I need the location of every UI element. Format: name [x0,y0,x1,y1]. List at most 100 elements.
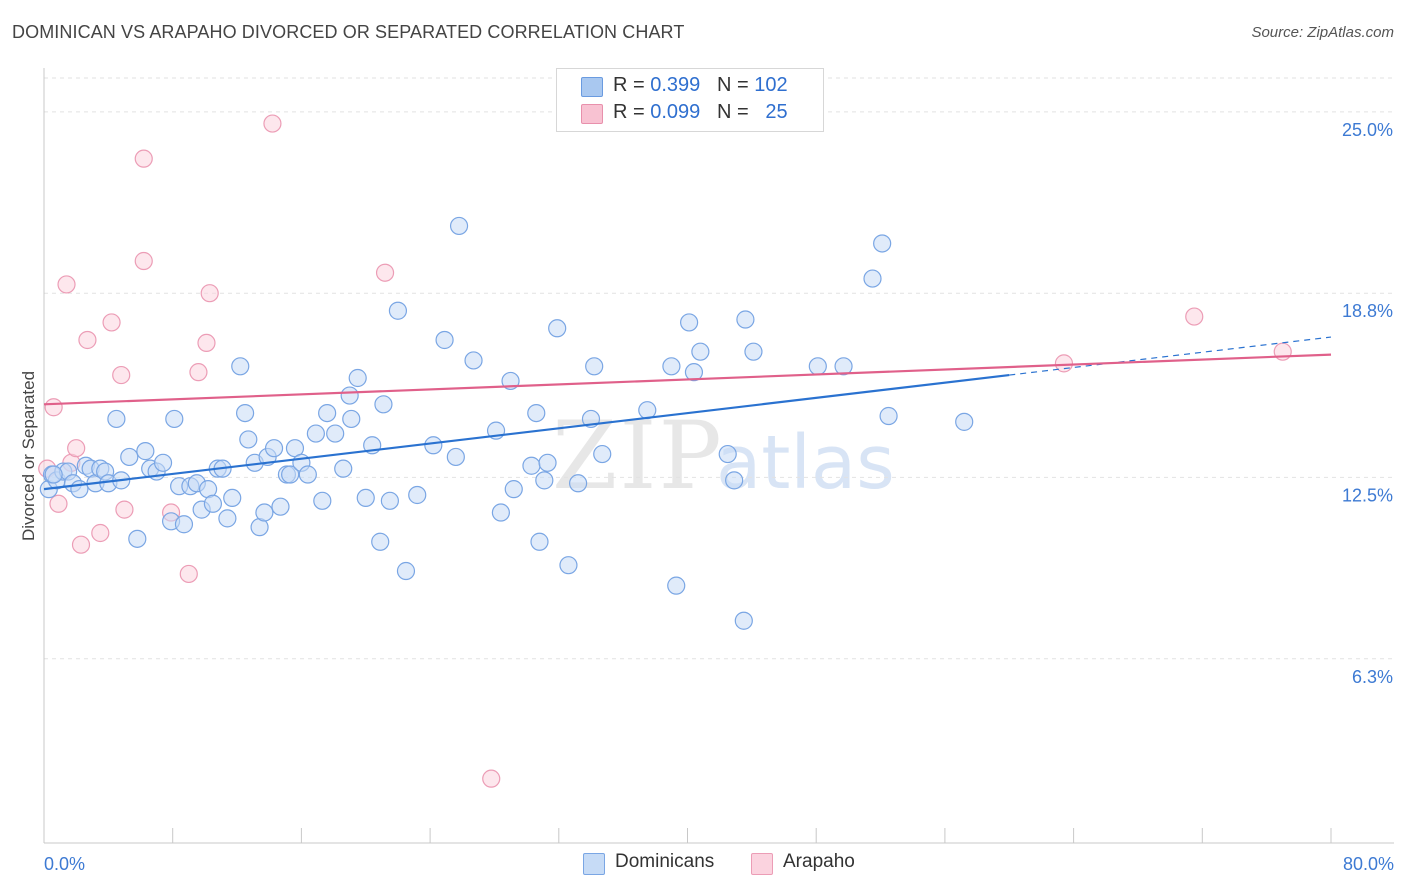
arapaho-point [197,333,216,353]
dominicans-point [424,436,443,455]
x-tick-label-left: 0.0% [44,854,85,874]
dominicans-point [535,471,554,490]
dominicans-trend-extension [1009,336,1332,376]
dominicans-point [667,576,686,595]
legend-r-value: 0.399 [650,74,701,96]
arapaho-point [375,263,395,282]
arapaho-point [71,535,91,554]
legend-swatch-dominicans [581,77,603,97]
watermark-atlas: atlas [716,420,895,506]
series-legend: Dominicans Arapaho [0,851,1406,877]
dominicans-point [340,386,359,405]
dominicans-point [680,313,699,332]
dominicans-point [662,357,681,376]
arapaho-point [200,284,219,303]
arapaho-point [115,500,134,519]
dominicans-point [559,556,578,575]
dominicans-trend-line [43,373,1010,491]
dominicans-point [396,561,416,581]
legend-n-label: N = [716,101,749,123]
arapaho-point [44,398,63,417]
y-tick-label: 18.8% [1342,301,1393,321]
dominicans-points [39,216,974,630]
arapaho-point [134,251,153,271]
dominicans-point [446,447,465,467]
dominicans-point [348,368,367,388]
dominicans-point [548,319,567,338]
y-tick-label: 12.5% [1342,485,1393,505]
arapaho-point [134,149,153,168]
dominicans-point [408,485,427,505]
dominicans-point [691,342,710,361]
legend-r-label: R = [613,74,645,96]
dominicans-point [863,269,882,288]
arapaho-point [112,365,131,385]
dominicans-point [235,403,255,423]
dominicans-point [834,357,853,376]
arapaho-point [189,363,208,382]
dominicans-point [255,503,274,522]
legend-n-label: N = [716,74,749,96]
y-tick-label: 6.3% [1352,667,1393,687]
dominicans-point [435,330,454,350]
dominicans-point [371,532,390,551]
legend-r-value: 0.099 [650,101,701,123]
series-swatch-arapaho [751,853,773,875]
dominicans-point [718,444,737,464]
dominicans-point [334,459,353,478]
arapaho-point [67,439,86,458]
series-swatch-dominicans [583,853,605,875]
x-tick-label-right: 80.0% [1343,854,1394,874]
arapaho-point [91,523,110,543]
dominicans-point [120,447,139,467]
dominicans-point [203,494,223,513]
dominicans-point [725,471,744,490]
dominicans-point [504,480,523,499]
stats-legend: R = 0.399 N = 102 R = 0.099 N = 25 [556,68,824,132]
dominicans-point [734,611,753,630]
dominicans-point [281,465,300,484]
dominicans-point [165,409,184,429]
series-label-arapaho: Arapaho [783,851,855,872]
dominicans-point [873,234,892,253]
arapaho-point [263,114,282,133]
dominicans-point [356,488,375,508]
dominicans-point [736,310,755,329]
arapaho-point [78,330,97,350]
dominicans-point [44,465,63,484]
dominicans-point [239,430,258,449]
chart-title: DOMINICAN VS ARAPAHO DIVORCED OR SEPARAT… [12,22,685,42]
dominicans-point [380,491,399,510]
legend-n-value: 25 [765,101,788,123]
dominicans-point [136,442,155,461]
arapaho-point [179,564,198,584]
series-label-dominicans: Dominicans [615,851,715,872]
dominicans-point [879,406,898,426]
legend-swatch-arapaho [581,104,603,124]
y-axis-label: Divorced or Separated [19,371,38,541]
dominicans-point [271,497,290,516]
dominicans-point [223,488,242,508]
arapaho-trend-line [43,353,1332,406]
dominicans-point [318,403,337,423]
y-tick-labels: 6.3% 12.5% 18.8% 25.0% [1342,120,1393,687]
arapaho-point [57,275,76,294]
dominicans-point [491,503,510,522]
dominicans-point [374,395,393,414]
dominicans-point [684,363,704,382]
dominicans-point [593,444,612,464]
dominicans-point [464,351,483,370]
source-label: Source: ZipAtlas.com [1251,24,1394,41]
arapaho-point [102,313,121,332]
dominicans-point [107,409,126,429]
dominicans-point [744,342,763,361]
dominicans-point [530,532,549,551]
dominicans-point [264,439,284,458]
dominicans-point [326,424,345,443]
legend-n-value: 102 [754,74,788,96]
dominicans-point [306,424,325,443]
dominicans-point [128,529,147,548]
dominicans-point [538,453,557,472]
dominicans-point [342,409,361,429]
